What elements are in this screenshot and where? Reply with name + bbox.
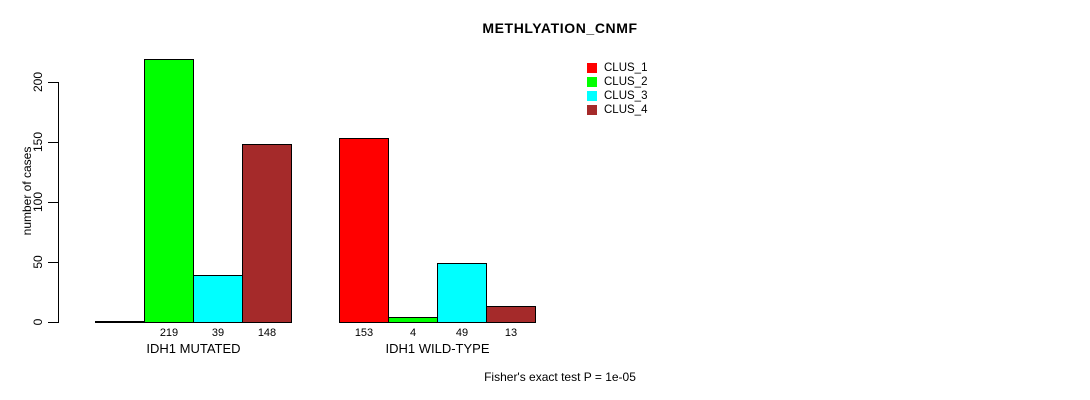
bar-clus_2: [144, 59, 194, 323]
legend-swatch-clus_1: [587, 63, 597, 73]
bar-value-label: 13: [504, 327, 518, 339]
bar-clus_4: [486, 306, 536, 323]
y-axis-tick: [48, 262, 58, 263]
bar-clus_3: [437, 263, 487, 323]
legend: CLUS_1 CLUS_2 CLUS_3 CLUS_4: [587, 61, 647, 117]
legend-label: CLUS_1: [604, 62, 648, 74]
bar-clus_1: [339, 138, 389, 323]
bar-clus_3: [193, 275, 243, 323]
x-axis-category-label: IDH1 WILD-TYPE: [385, 341, 490, 356]
y-axis-tick: [48, 142, 58, 143]
legend-item: CLUS_4: [587, 103, 647, 117]
legend-swatch-clus_2: [587, 77, 597, 87]
y-axis-tick-label: 50: [31, 255, 45, 269]
bar-value-label: 4: [409, 327, 417, 339]
legend-label: CLUS_4: [604, 104, 648, 116]
legend-item: CLUS_1: [587, 61, 647, 75]
y-axis-tick-label: 0: [31, 318, 45, 326]
bar-value-label: 153: [354, 327, 374, 339]
bar-value-label: 39: [211, 327, 225, 339]
y-axis-tick-label: 200: [31, 71, 45, 93]
y-axis-tick: [48, 202, 58, 203]
y-axis-tick: [48, 82, 58, 83]
bar-clus_4: [242, 144, 292, 323]
legend-swatch-clus_3: [587, 91, 597, 101]
bar-clus_1-zero: [95, 321, 145, 323]
bar-clus_2: [388, 317, 438, 323]
legend-swatch-clus_4: [587, 105, 597, 115]
legend-item: CLUS_2: [587, 75, 647, 89]
legend-label: CLUS_3: [604, 90, 648, 102]
y-axis-tick: [48, 322, 58, 323]
x-axis-category-label: IDH1 MUTATED: [146, 341, 241, 356]
chart-title: METHLYATION_CNMF: [482, 20, 638, 36]
bar-value-label: 49: [455, 327, 469, 339]
bar-value-label: 148: [257, 327, 277, 339]
legend-label: CLUS_2: [604, 76, 648, 88]
y-axis-tick-label: 100: [31, 191, 45, 213]
bar-value-label: 219: [159, 327, 179, 339]
legend-item: CLUS_3: [587, 89, 647, 103]
y-axis-tick-label: 150: [31, 131, 45, 153]
annotation-text: Fisher's exact test P = 1e-05: [484, 370, 636, 384]
y-axis-line: [58, 82, 59, 323]
